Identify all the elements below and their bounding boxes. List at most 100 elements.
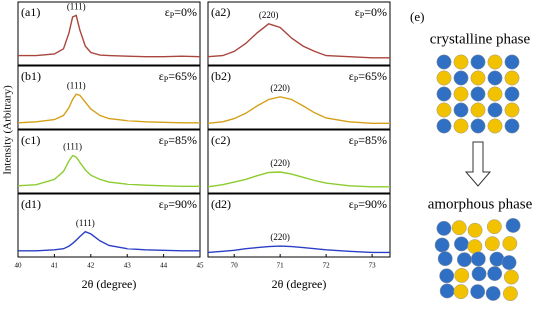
x-tick-label: 40 (15, 262, 23, 270)
atom (436, 86, 452, 102)
x-tick-label: 43 (124, 262, 132, 270)
atom (437, 251, 453, 267)
atom (436, 102, 452, 118)
strain-label: εP=90% (159, 197, 197, 212)
atom (504, 86, 520, 102)
atom (502, 236, 518, 251)
peak-label: (111) (63, 142, 82, 152)
xrd-curve (18, 230, 200, 252)
peak-label: (220) (270, 158, 290, 168)
strain-subscript: P (354, 203, 359, 212)
panel-label: (b1) (21, 69, 41, 83)
atom (453, 236, 469, 252)
strain-symbol: ε (165, 5, 170, 19)
strain-label: εP=85% (349, 133, 387, 148)
atom (439, 268, 455, 284)
panel-label: (a2) (211, 5, 230, 19)
x-tick-label: 73 (369, 262, 377, 270)
peak-label: (220) (259, 10, 279, 20)
strain-value: =85% (168, 133, 197, 147)
atom (470, 70, 486, 86)
panel-frame (207, 129, 391, 194)
x-tick-label: 42 (87, 262, 95, 270)
peak-label: (220) (270, 83, 290, 93)
atom (453, 54, 469, 70)
atom (470, 251, 486, 267)
panel-frame (207, 1, 391, 66)
strain-label: εP=90% (349, 197, 387, 212)
atom (484, 236, 500, 252)
panel-label: (c1) (21, 133, 40, 147)
atom (453, 70, 469, 86)
panel-label: (a1) (21, 5, 40, 19)
atom (470, 102, 486, 118)
atom (470, 284, 486, 300)
atom (504, 102, 520, 118)
atom (501, 255, 517, 271)
arrow (464, 141, 492, 187)
atom (453, 118, 469, 134)
strain-value: =85% (358, 133, 387, 147)
x-tick-label: 72 (323, 262, 331, 270)
strain-subscript: P (354, 75, 359, 84)
atom (454, 267, 470, 283)
atom (504, 118, 520, 134)
atom (436, 220, 452, 236)
phase-label: amorphous phase (428, 196, 533, 212)
panel-frame (17, 129, 201, 194)
xrd-curve (207, 245, 390, 254)
phase-label: crystalline phase (430, 31, 531, 47)
atom (502, 286, 518, 302)
atom (456, 252, 472, 268)
panel-frame (207, 193, 391, 258)
y-axis-title: Intensity (Arbitrary) (2, 85, 14, 175)
xrd-curve (18, 14, 201, 58)
strain-label: εP=0% (165, 5, 197, 20)
panel-frame (17, 65, 201, 130)
atom (505, 218, 521, 233)
atom (504, 54, 520, 70)
atom (434, 237, 450, 253)
strain-subscript: P (164, 203, 169, 212)
strain-symbol: ε (349, 197, 354, 211)
strain-symbol: ε (159, 133, 164, 147)
atom (485, 286, 501, 301)
atom (487, 102, 503, 118)
strain-subscript: P (164, 75, 169, 84)
xrd-curve (17, 154, 200, 187)
panel-label: (e) (410, 9, 424, 24)
peak-label: (111) (67, 1, 86, 11)
peak-label: (220) (270, 232, 290, 242)
atom (487, 266, 503, 281)
strain-label: εP=65% (159, 69, 197, 84)
strain-symbol: ε (159, 197, 164, 211)
xrd-curve (207, 171, 390, 188)
atom (467, 239, 483, 255)
atom (486, 219, 502, 235)
atom (436, 54, 452, 70)
atom (471, 266, 487, 282)
atom (487, 86, 503, 102)
atom (439, 283, 455, 299)
x-axis-title: 2θ (degree) (272, 277, 327, 291)
atom (470, 86, 486, 102)
xrd-curve (207, 23, 390, 59)
peak-label: (111) (76, 218, 95, 228)
panel-label: (d2) (211, 197, 231, 211)
atom (487, 54, 503, 70)
panel-frame (207, 65, 391, 130)
atom (453, 284, 469, 300)
xrd-curve (207, 96, 390, 124)
atom (503, 269, 519, 285)
strain-value: =65% (358, 69, 387, 83)
x-tick-label: 45 (197, 262, 205, 270)
x-tick-label: 70 (231, 262, 239, 270)
x-axis-title: 2θ (degree) (82, 277, 137, 291)
panel-frame (17, 193, 201, 258)
strain-subscript: P (360, 11, 365, 20)
atom (453, 102, 469, 118)
atom (451, 220, 467, 236)
atom (470, 54, 486, 70)
atom (453, 86, 469, 102)
